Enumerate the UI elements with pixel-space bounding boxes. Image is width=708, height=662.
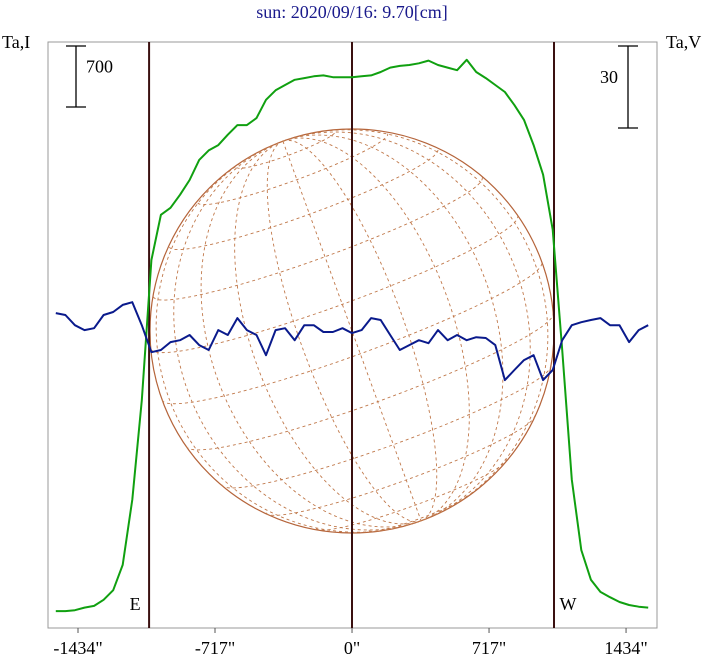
solar-disk bbox=[149, 128, 555, 534]
y-axis-label: Ta,I bbox=[2, 32, 30, 52]
meridian bbox=[282, 141, 422, 521]
scale-bar bbox=[618, 45, 638, 129]
parallel bbox=[236, 131, 336, 169]
x-tick-label: 717" bbox=[472, 638, 506, 658]
meridian bbox=[173, 140, 422, 531]
x-tick-label: -1434" bbox=[53, 638, 102, 658]
parallel bbox=[161, 261, 543, 405]
meridian bbox=[266, 140, 422, 523]
scale-bar bbox=[66, 45, 86, 108]
series-line bbox=[55, 58, 649, 613]
meridian bbox=[234, 140, 422, 525]
parallel bbox=[152, 177, 483, 301]
meridian bbox=[282, 137, 470, 522]
x-tick-label: 0" bbox=[344, 638, 360, 658]
parallel bbox=[197, 133, 389, 206]
meridian bbox=[282, 139, 438, 522]
parallel bbox=[150, 215, 519, 354]
series-line bbox=[55, 301, 649, 382]
parallel bbox=[185, 312, 554, 451]
limb-label: E bbox=[130, 594, 141, 614]
x-tick-label: -717" bbox=[195, 638, 235, 658]
chart-title: sun: 2020/09/16: 9.70[cm] bbox=[256, 2, 448, 22]
x-tick-label: 1434" bbox=[604, 638, 647, 658]
meridian bbox=[155, 140, 422, 533]
y2-axis-label: Ta,V bbox=[666, 32, 701, 52]
parallel bbox=[265, 414, 536, 516]
meridian bbox=[200, 140, 422, 528]
parallel bbox=[368, 494, 468, 532]
meridian bbox=[282, 134, 504, 522]
meridian bbox=[282, 129, 549, 522]
scale-bar-label: 700 bbox=[86, 57, 113, 77]
meridian bbox=[282, 131, 531, 522]
limb-label: W bbox=[560, 594, 577, 614]
scale-bar-label: 30 bbox=[600, 67, 618, 87]
disk-grid bbox=[150, 129, 554, 533]
parallel bbox=[315, 459, 507, 531]
parallel bbox=[168, 149, 439, 250]
